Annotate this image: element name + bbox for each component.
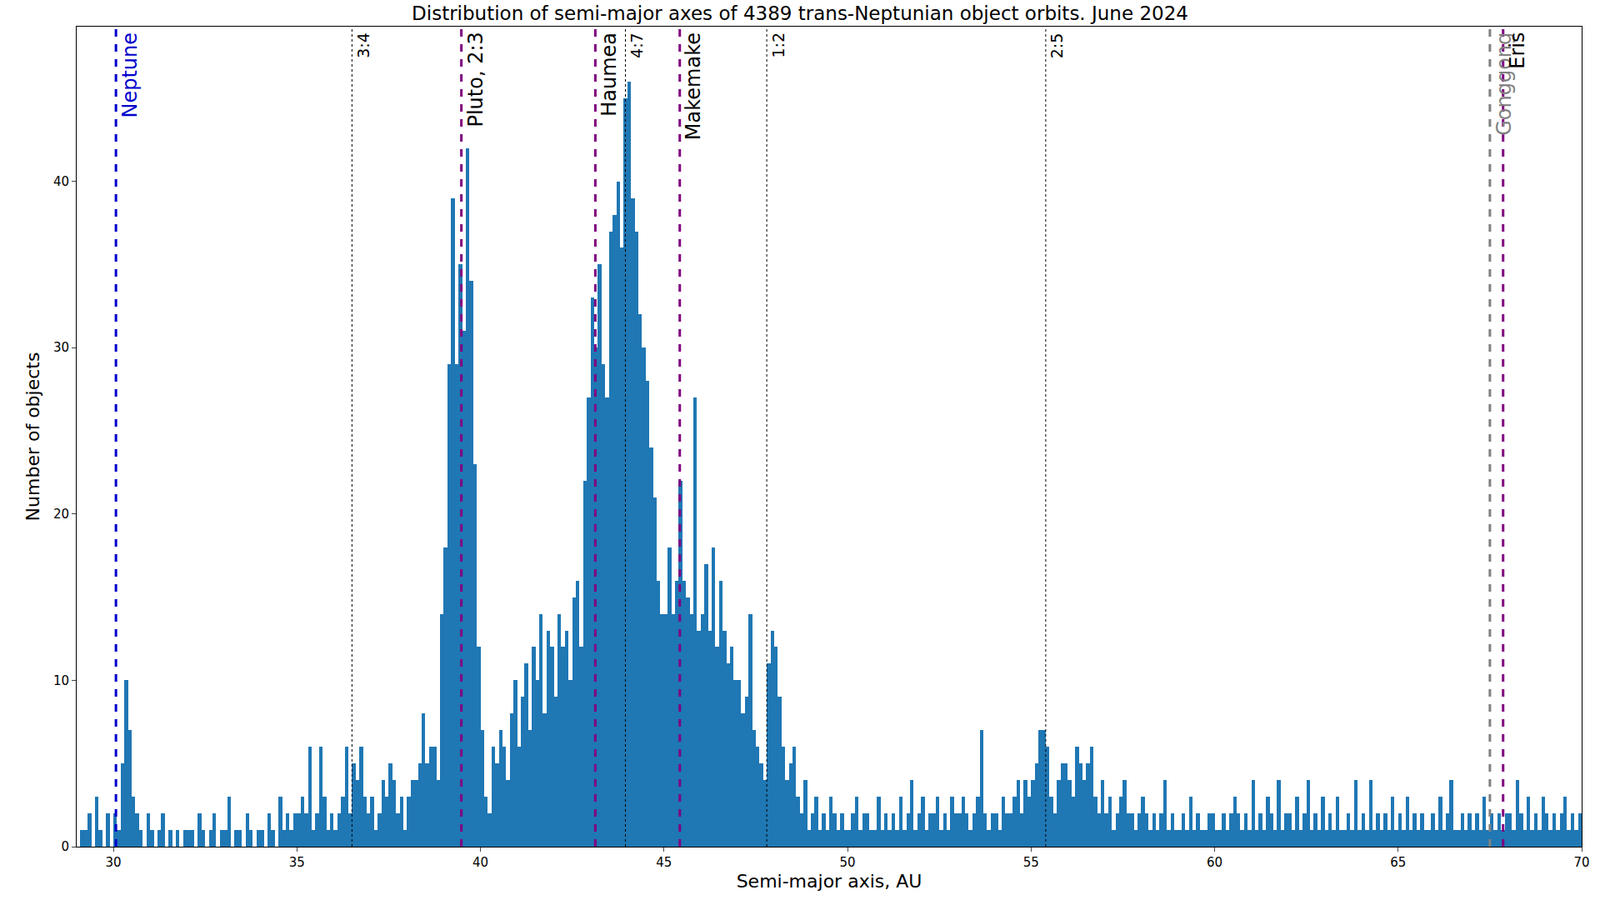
svg-text:Distribution of semi-major axe: Distribution of semi-major axes of 4389 … <box>411 2 1189 25</box>
svg-text:70: 70 <box>1573 855 1590 870</box>
svg-text:0: 0 <box>60 839 70 855</box>
svg-text:40: 40 <box>472 855 489 870</box>
svg-text:Haumea: Haumea <box>597 32 621 117</box>
svg-text:40: 40 <box>53 174 70 190</box>
svg-text:55: 55 <box>1023 855 1040 870</box>
svg-text:35: 35 <box>289 855 305 870</box>
svg-text:Gonggong: Gonggong <box>1492 32 1516 136</box>
svg-text:2:5: 2:5 <box>1047 33 1066 60</box>
svg-text:Pluto, 2:3: Pluto, 2:3 <box>464 31 488 127</box>
svg-text:Neptune: Neptune <box>118 32 142 119</box>
svg-text:45: 45 <box>655 855 672 870</box>
svg-text:20: 20 <box>53 506 70 522</box>
svg-text:50: 50 <box>839 855 855 870</box>
svg-text:1:2: 1:2 <box>769 32 788 59</box>
svg-text:60: 60 <box>1206 855 1223 870</box>
svg-text:4:7: 4:7 <box>627 32 646 59</box>
svg-text:10: 10 <box>53 673 70 689</box>
svg-text:Makemake: Makemake <box>681 32 705 140</box>
svg-text:Semi-major axis, AU: Semi-major axis, AU <box>736 870 923 892</box>
svg-text:Number of objects: Number of objects <box>22 352 44 522</box>
svg-text:65: 65 <box>1390 855 1406 870</box>
svg-text:30: 30 <box>53 340 70 355</box>
svg-text:Eris: Eris <box>1505 31 1530 69</box>
svg-text:3:4: 3:4 <box>354 32 373 59</box>
svg-text:30: 30 <box>105 855 122 870</box>
